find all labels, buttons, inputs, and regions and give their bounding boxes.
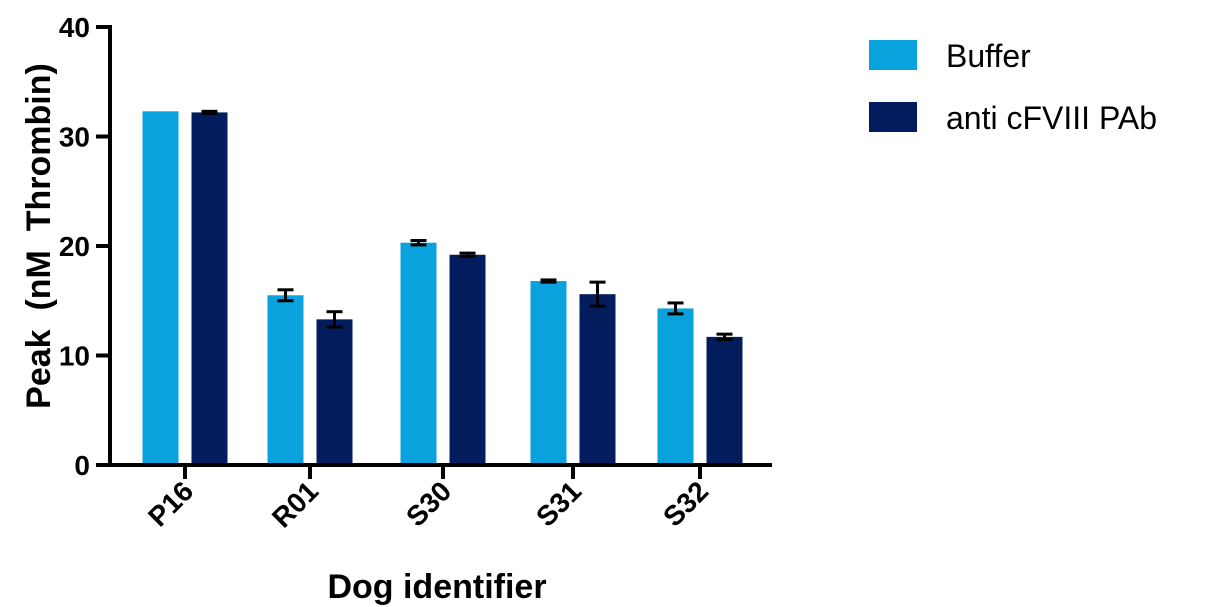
x-axis-title: Dog identifier [327, 568, 546, 606]
legend: Buffer anti cFVIII PAb [869, 38, 1157, 136]
x-tick-label: S30 [400, 475, 457, 532]
error-bar [410, 239, 427, 247]
error-bars-layer [201, 109, 733, 342]
x-tick-label: S31 [530, 475, 587, 532]
bar-s31-anti-cfviii-pab [579, 294, 616, 465]
bar-s32-buffer [657, 308, 694, 465]
error-bar [277, 288, 294, 303]
error-bar [667, 301, 684, 316]
bars-layer [142, 111, 743, 465]
x-tick-label: P16 [142, 475, 199, 532]
legend-label: Buffer [946, 38, 1031, 74]
bar-r01-anti-cfviii-pab [316, 319, 353, 465]
y-tick-label: 30 [59, 122, 90, 153]
x-tick-label: S32 [657, 475, 714, 532]
bar-p16-buffer [142, 111, 179, 465]
y-ticks-layer: 0 10 20 30 40 [59, 12, 110, 481]
legend-label: anti cFVIII PAb [946, 100, 1157, 136]
error-bar [716, 332, 733, 342]
y-axis-title: Peak (nM Thrombin) [20, 63, 58, 409]
error-bar [589, 280, 606, 308]
error-bar [459, 251, 476, 258]
bar-s30-buffer [400, 242, 437, 465]
y-tick-label: 10 [59, 341, 90, 372]
error-bar [201, 109, 218, 116]
error-bar [540, 278, 557, 284]
bar-s32-anti-cfviii-pab [706, 336, 743, 465]
bar-p16-anti-cfviii-pab [191, 112, 228, 465]
y-tick-label: 0 [74, 450, 90, 481]
bar-r01-buffer [267, 295, 304, 465]
y-tick-label: 20 [59, 231, 90, 262]
legend-swatch [869, 40, 917, 70]
x-ticks-layer: P16 R01 S30 S31 S32 [142, 465, 714, 534]
bar-s30-anti-cfviii-pab [449, 254, 486, 465]
bar-s31-buffer [530, 281, 567, 465]
x-tick-label: R01 [266, 475, 324, 533]
error-bar [326, 310, 343, 329]
legend-swatch [869, 102, 917, 132]
y-tick-label: 40 [59, 12, 90, 43]
